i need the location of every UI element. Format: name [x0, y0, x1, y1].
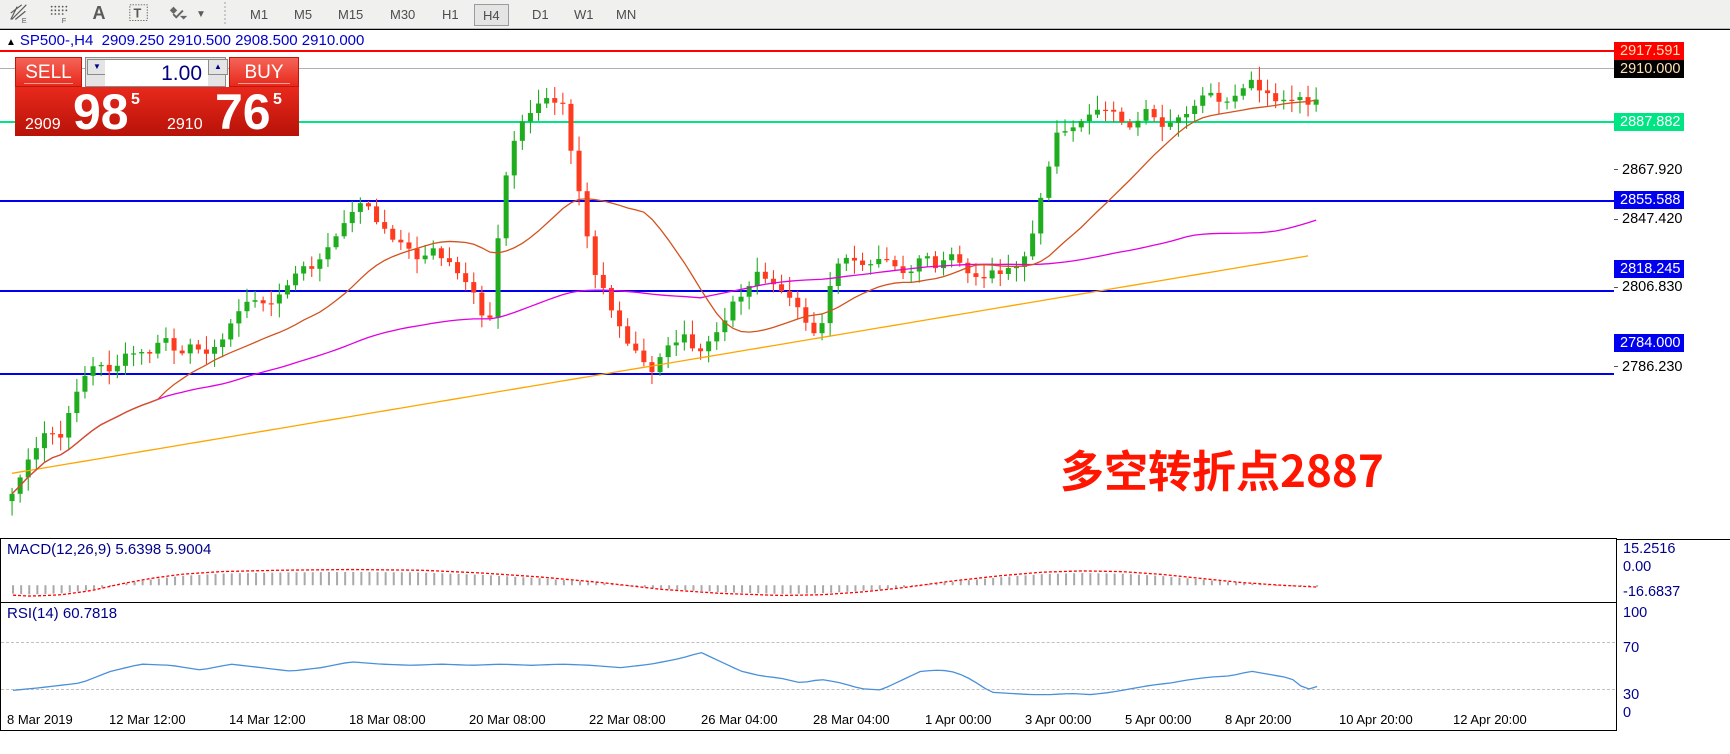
svg-text:T: T	[134, 6, 142, 21]
svg-text:F: F	[62, 16, 67, 25]
svg-text:E: E	[22, 16, 27, 25]
